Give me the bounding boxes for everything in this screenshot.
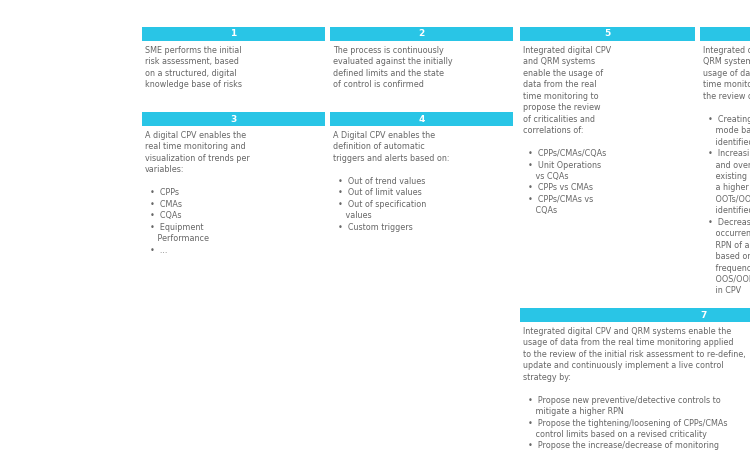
Bar xyxy=(520,27,695,41)
Text: 7: 7 xyxy=(700,310,707,320)
Bar xyxy=(142,27,325,41)
Text: 4: 4 xyxy=(419,114,424,123)
Text: SME performs the initial
risk assessment, based
on a structured, digital
knowled: SME performs the initial risk assessment… xyxy=(145,46,242,90)
Bar xyxy=(330,27,513,41)
Text: The process is continuously
evaluated against the initially
defined limits and t: The process is continuously evaluated ag… xyxy=(333,46,452,90)
Text: A digital CPV enables the
real time monitoring and
visualization of trends per
v: A digital CPV enables the real time moni… xyxy=(145,131,250,255)
Text: Integrated digital CPV
and QRM systems
enable the usage of
data from the real
ti: Integrated digital CPV and QRM systems e… xyxy=(523,46,611,215)
Text: Integrated digital CPV and
QRM systems enable the
usage of data from the real
ti: Integrated digital CPV and QRM systems e… xyxy=(703,46,750,296)
Text: 3: 3 xyxy=(230,114,237,123)
Text: 1: 1 xyxy=(230,30,237,39)
Text: 2: 2 xyxy=(419,30,424,39)
Text: A Digital CPV enables the
definition of automatic
triggers and alerts based on:
: A Digital CPV enables the definition of … xyxy=(333,131,449,232)
Bar xyxy=(520,308,750,322)
Bar xyxy=(330,112,513,126)
Text: Integrated digital CPV and QRM systems enable the
usage of data from the real ti: Integrated digital CPV and QRM systems e… xyxy=(523,327,750,450)
Bar xyxy=(142,112,325,126)
Bar xyxy=(700,27,750,41)
Text: 5: 5 xyxy=(604,30,610,39)
